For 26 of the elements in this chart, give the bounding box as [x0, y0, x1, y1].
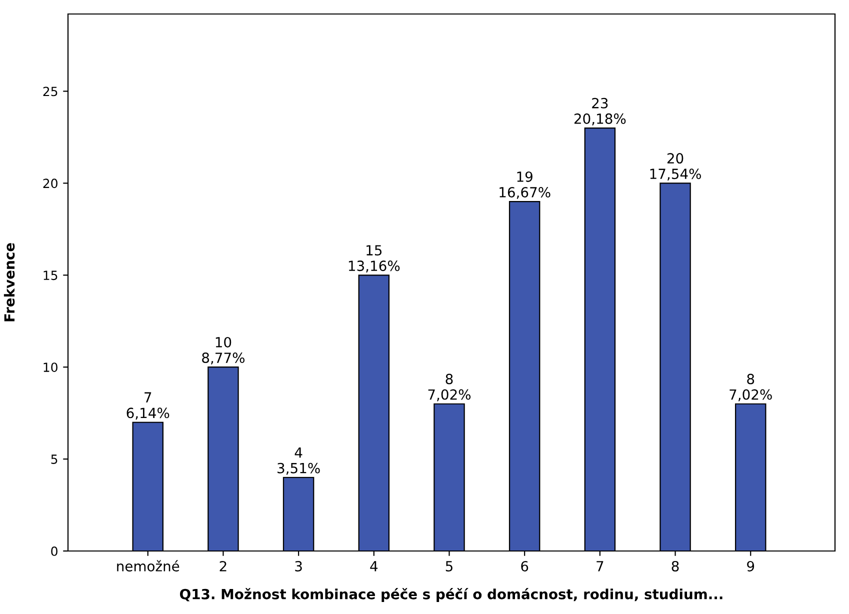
y-axis-title: Frekvence: [4, 243, 15, 322]
x-tick-label: 9: [747, 560, 754, 572]
data-label: 20 17,54%: [650, 153, 701, 181]
y-tick-label: 0: [51, 546, 58, 556]
data-label: 19 16,67%: [500, 171, 550, 199]
data-label: 10 8,77%: [202, 336, 245, 364]
y-tick-label: 25: [43, 86, 58, 96]
data-label: 7 6,14%: [126, 392, 170, 420]
data-label: 15 13,16%: [348, 245, 400, 272]
y-tick-label: 20: [43, 178, 58, 188]
data-label: 8 7,02%: [730, 374, 772, 402]
x-tick-label: 2: [220, 560, 226, 572]
y-tick-label: 15: [44, 270, 58, 280]
x-tick-label: nemožné: [117, 560, 180, 572]
x-tick-label: 6: [521, 560, 528, 572]
y-tick-label: 10: [44, 362, 58, 372]
y-tick-label: 5: [51, 454, 58, 464]
x-tick-label: 8: [672, 560, 679, 572]
x-tick-label: 7: [596, 561, 604, 572]
x-tick-label: 5: [446, 561, 452, 572]
data-label: 8 7,02%: [428, 374, 471, 402]
x-tick-label: 3: [295, 560, 302, 572]
data-label: 4 3,51%: [278, 447, 320, 475]
x-axis-title: Q13. Možnost kombinace péče s péčí o domácnost, rodinu, studium...: [180, 588, 722, 602]
data-label: 23 20,18%: [574, 98, 626, 126]
x-tick-label: 4: [370, 561, 378, 572]
